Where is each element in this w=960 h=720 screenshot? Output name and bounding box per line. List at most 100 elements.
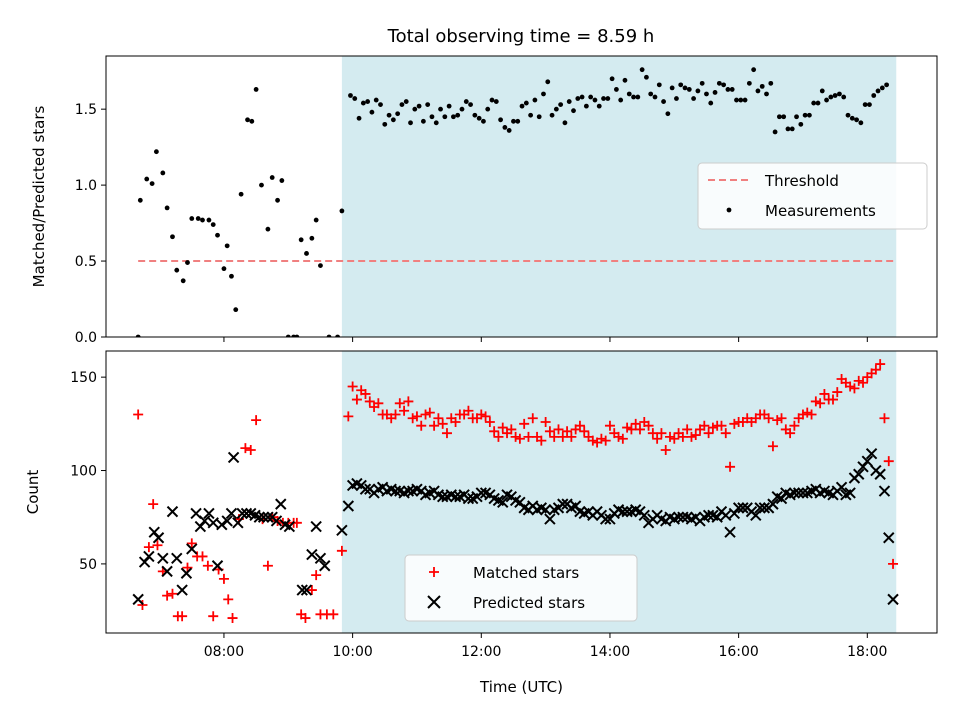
data-point	[788, 487, 801, 499]
data-point	[270, 515, 283, 527]
data-point	[336, 524, 348, 536]
data-point	[875, 359, 886, 370]
data-point	[225, 507, 238, 520]
x-axis-label: Time (UTC)	[479, 678, 563, 696]
data-point	[283, 520, 296, 533]
data-point	[797, 409, 808, 420]
data-point	[403, 396, 414, 407]
data-point	[221, 515, 233, 527]
data-point	[604, 420, 615, 431]
data-point	[815, 100, 821, 106]
x-tick-label: 16:00	[718, 644, 758, 660]
data-point	[390, 117, 396, 123]
data-point	[298, 237, 304, 243]
data-point	[318, 263, 323, 269]
data-point	[420, 409, 431, 420]
data-point	[311, 570, 322, 581]
data-point	[180, 278, 186, 284]
data-point	[844, 487, 856, 499]
data-point	[300, 613, 311, 624]
data-point	[216, 518, 228, 531]
data-point	[229, 273, 234, 279]
data-point	[725, 461, 736, 472]
data-point	[402, 485, 415, 497]
data-point	[815, 398, 826, 409]
data-point	[854, 117, 859, 123]
data-point	[883, 456, 894, 467]
data-point	[389, 485, 402, 497]
data-point	[871, 93, 877, 98]
data-point	[166, 505, 179, 518]
data-point	[359, 483, 372, 495]
data-point	[810, 396, 821, 407]
data-point	[348, 93, 353, 98]
x-tick-label: 10:00	[332, 644, 372, 660]
data-point	[249, 118, 255, 124]
data-point	[195, 216, 201, 221]
data-point	[635, 94, 641, 100]
y-axis-label: Count	[24, 470, 42, 515]
data-point	[382, 121, 388, 127]
data-point	[648, 91, 654, 97]
data-point	[845, 112, 851, 118]
ratio-panel: 0.0 0.5 1.0 1.5 Matched/Predicted stars Thres…	[30, 55, 938, 346]
data-point	[185, 260, 190, 265]
data-point	[540, 416, 551, 427]
data-point	[811, 100, 817, 106]
data-point	[661, 99, 666, 104]
data-point	[631, 94, 636, 100]
data-point	[600, 435, 611, 446]
data-point	[544, 426, 555, 437]
data-point	[407, 413, 418, 424]
data-point	[245, 117, 250, 123]
data-point	[776, 413, 787, 424]
data-point	[574, 420, 585, 431]
data-point	[626, 91, 632, 97]
data-point	[236, 507, 248, 520]
data-point	[450, 416, 461, 427]
data-point	[644, 74, 649, 80]
data-point	[394, 398, 405, 409]
data-point	[545, 79, 551, 85]
data-point	[352, 96, 358, 101]
data-point	[309, 235, 315, 241]
data-point	[695, 88, 701, 94]
data-point	[729, 87, 735, 92]
data-point	[438, 106, 443, 112]
data-point	[870, 364, 881, 375]
data-point	[562, 426, 573, 437]
data-point	[342, 500, 355, 512]
data-point	[686, 431, 697, 442]
data-point	[511, 118, 516, 124]
data-point	[738, 97, 744, 103]
data-point	[493, 431, 504, 442]
data-point	[223, 594, 234, 605]
data-point	[262, 560, 273, 571]
count-panel: 50 100 150 08:00 10:00 12:00 14:00 16:00 18:00 Co…	[24, 350, 938, 696]
data-point	[704, 91, 709, 97]
data-point	[481, 118, 486, 124]
data-point	[296, 584, 308, 596]
data-point	[149, 181, 155, 186]
data-point	[197, 551, 208, 562]
data-point	[832, 387, 843, 398]
data-point	[232, 517, 244, 529]
data-point	[888, 558, 899, 569]
data-point	[575, 96, 581, 101]
data-point	[227, 613, 238, 624]
data-point	[776, 114, 782, 120]
data-point	[691, 96, 696, 101]
data-point	[789, 420, 800, 431]
data-point	[708, 100, 714, 106]
axes-frame	[105, 350, 938, 634]
data-point	[135, 334, 141, 337]
data-point	[200, 217, 205, 223]
data-point	[660, 444, 671, 455]
data-point	[253, 87, 259, 92]
legend: Threshold Measurements	[697, 162, 928, 230]
data-point	[643, 420, 654, 431]
data-point	[275, 498, 287, 510]
data-point	[257, 511, 270, 523]
data-point	[489, 426, 500, 437]
data-point	[734, 97, 739, 103]
